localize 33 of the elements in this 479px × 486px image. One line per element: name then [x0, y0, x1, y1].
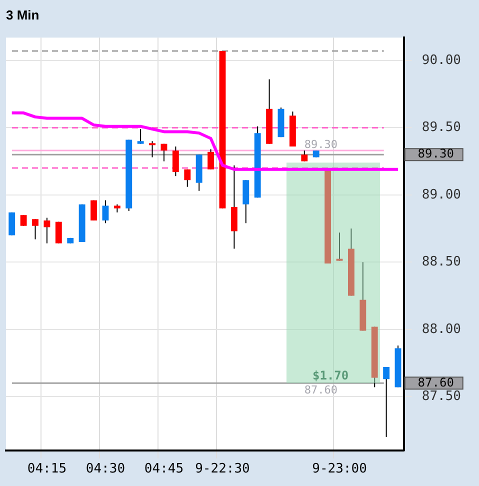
ref-line-label: 87.60 [418, 375, 454, 390]
y-tick-label: 88.00 [422, 322, 462, 337]
y-tick-label: 88.50 [422, 254, 462, 270]
x-tick-label: 04:15 [27, 462, 67, 477]
annotation: 89.30 [304, 138, 338, 151]
candlestick [184, 168, 191, 188]
band-label: $1.70 [312, 368, 349, 382]
candlestick [208, 148, 214, 170]
candlestick [32, 218, 38, 240]
annotation: 87.60 [304, 384, 338, 397]
candlestick [90, 200, 97, 221]
ref-line-label: 89.30 [418, 146, 454, 161]
x-tick-label: 04:45 [144, 462, 184, 477]
candlestick [102, 200, 109, 224]
y-tick-label: 89.00 [422, 187, 462, 202]
candlestick [172, 146, 179, 177]
candlestick [44, 217, 50, 244]
candlestick [8, 212, 16, 236]
y-tick-label: 87.50 [422, 388, 462, 404]
candlestick [137, 128, 144, 144]
y-tick-label: 89.50 [422, 120, 462, 136]
candlestick [383, 366, 390, 438]
x-tick-label: 9-23:00 [312, 462, 367, 477]
y-tick-label: 90.00 [422, 52, 462, 68]
candlestick [55, 221, 62, 244]
candlestick [160, 143, 168, 162]
candlestick [20, 214, 27, 226]
candlestick [301, 150, 308, 162]
x-tick-label: 04:30 [86, 462, 126, 477]
x-tick-label: 9-22:30 [195, 462, 250, 477]
chart-title: 3 Min [6, 7, 40, 22]
candlestick [149, 140, 156, 158]
candlestick [336, 232, 343, 262]
